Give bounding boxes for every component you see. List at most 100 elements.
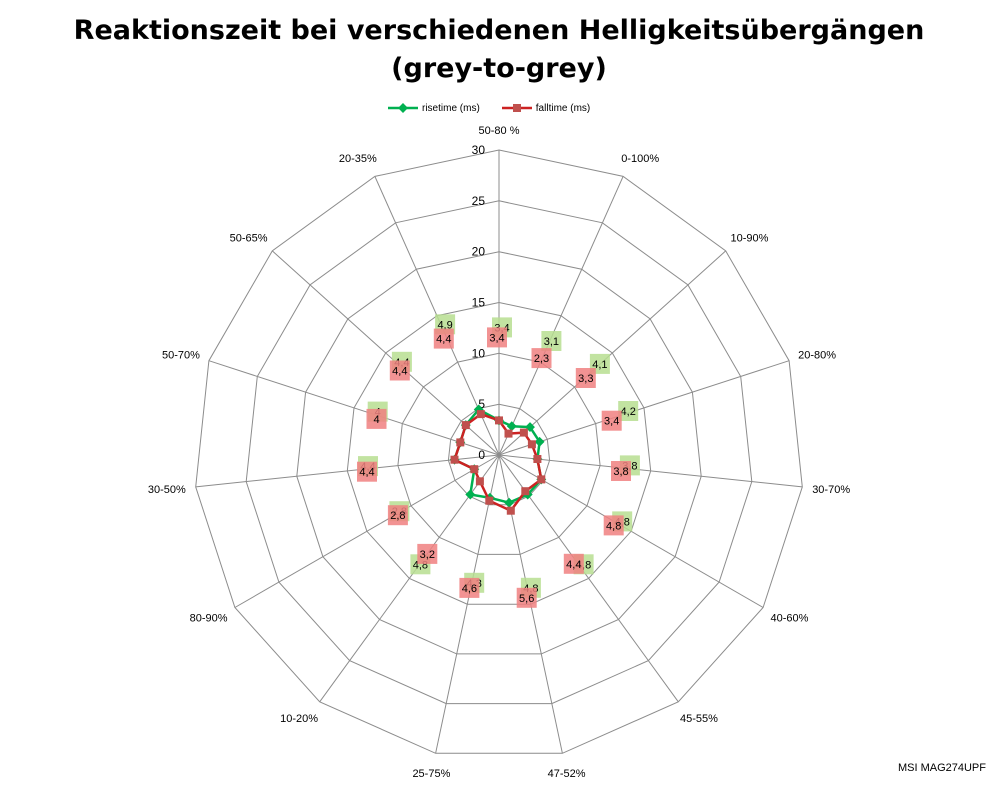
grid-spoke	[234, 454, 500, 608]
data-label-box-falltime	[417, 543, 438, 564]
data-label-box-falltime	[516, 587, 537, 608]
category-label: 20-35%	[339, 153, 377, 165]
grid-ring	[245, 200, 753, 705]
data-label-falltime: 4,4	[436, 334, 451, 346]
data-label-falltime: 3,2	[420, 549, 435, 561]
grid-ring	[195, 149, 803, 754]
data-label-box-falltime	[487, 327, 507, 348]
legend-marker-risetime	[388, 103, 418, 113]
point-falltime	[504, 429, 513, 438]
data-label-box-falltime	[601, 410, 622, 431]
data-label-box-falltime	[603, 515, 624, 536]
monitor-model-label: MSI MAG274UPF	[897, 762, 986, 774]
data-label-risetime: 4,1	[592, 359, 607, 371]
legend-label-falltime: falltime (ms)	[535, 102, 591, 114]
category-label: 10-20%	[280, 713, 318, 725]
radial-tick-label: 30	[472, 143, 486, 157]
data-label-falltime: 4,4	[566, 559, 581, 571]
point-falltime	[485, 496, 494, 505]
chart-subtitle: (grey-to-grey)	[391, 53, 607, 84]
point-falltime	[521, 487, 530, 496]
grid-spoke	[195, 454, 500, 488]
category-label: 50-80 %	[479, 125, 520, 137]
data-label-box-falltime	[563, 553, 584, 574]
point-risetime	[506, 421, 517, 432]
category-label: 50-70%	[162, 350, 200, 362]
grid-spoke	[271, 250, 500, 456]
data-label-risetime: 3,1	[544, 336, 559, 348]
point-falltime	[506, 506, 515, 515]
data-label-falltime: 3,3	[578, 373, 593, 385]
grid-ring	[346, 301, 652, 605]
grid-spoke	[498, 454, 803, 488]
data-label-box-falltime	[575, 368, 596, 388]
legend-item-risetime: risetime (ms)	[388, 103, 480, 114]
radial-tick-label: 20	[472, 245, 486, 259]
grid-ring	[296, 251, 702, 655]
data-label-falltime: 4,6	[462, 583, 477, 595]
data-label-box-risetime	[618, 401, 639, 421]
grid-spoke	[498, 176, 624, 456]
data-label-box-falltime	[387, 505, 408, 526]
data-label-risetime: 4,9	[437, 319, 452, 331]
radial-tick-label: 10	[472, 346, 486, 360]
grid-spoke	[498, 360, 790, 456]
data-label-falltime: 3,8	[613, 466, 628, 478]
data-label-box-falltime	[357, 461, 377, 482]
category-label: 80-90%	[190, 613, 228, 625]
data-label-box-falltime	[389, 360, 410, 381]
data-label-box-falltime	[433, 328, 454, 349]
point-falltime	[456, 438, 465, 447]
point-falltime	[527, 440, 536, 449]
chart-title: Reaktionszeit bei verschiedenen Helligke…	[73, 15, 925, 46]
category-label: 0-100%	[621, 153, 659, 165]
category-label: 20-80%	[798, 350, 836, 362]
category-label: 10-90%	[731, 233, 769, 245]
data-label-falltime: 5,6	[519, 593, 534, 605]
data-label-risetime: 4,2	[621, 406, 636, 418]
category-label: 45-55%	[680, 713, 718, 725]
point-falltime	[470, 465, 479, 474]
data-label-falltime: 3,4	[604, 416, 619, 428]
data-label-falltime: 2,3	[534, 353, 549, 365]
grid-spoke	[435, 454, 500, 754]
category-label: 47-52%	[548, 768, 586, 780]
data-label-falltime: 2,8	[390, 510, 405, 522]
radial-tick-label: 5	[478, 397, 485, 411]
data-label-box-falltime	[459, 577, 480, 598]
series-line-falltime	[453, 412, 543, 512]
point-falltime	[537, 475, 546, 484]
radial-tick-label: 15	[472, 296, 486, 310]
grid-spoke	[498, 250, 727, 456]
legend-marker-falltime	[501, 104, 532, 112]
point-falltime	[533, 455, 542, 463]
legend-label-risetime: risetime (ms)	[422, 102, 480, 114]
data-label-box-falltime	[611, 461, 631, 481]
legend-item-falltime: falltime (ms)	[501, 102, 591, 114]
point-risetime	[534, 436, 545, 447]
category-label: 40-60%	[771, 613, 809, 625]
category-label: 30-50%	[148, 484, 186, 496]
data-label-falltime: 4,4	[392, 366, 407, 378]
category-label: 30-70%	[812, 484, 850, 496]
data-label-falltime: 4,8	[606, 520, 621, 532]
radial-tick-label: 25	[472, 194, 486, 208]
point-falltime	[450, 455, 459, 464]
data-label-box-falltime	[366, 408, 387, 429]
point-falltime	[476, 410, 485, 419]
point-falltime	[495, 416, 503, 425]
grid-spoke	[208, 360, 500, 456]
point-risetime	[465, 489, 476, 500]
point-falltime	[475, 477, 484, 486]
data-label-box-falltime	[531, 348, 552, 369]
point-risetime	[504, 497, 515, 508]
legend: risetime (ms) falltime (ms)	[388, 100, 612, 116]
category-label: 25-75%	[412, 768, 450, 780]
data-label-falltime: 4,4	[359, 467, 374, 479]
grid-ring	[397, 352, 601, 555]
data-label-falltime: 4	[373, 414, 379, 426]
point-falltime	[461, 421, 470, 430]
point-falltime	[519, 428, 528, 437]
data-label-box-risetime	[541, 331, 562, 351]
